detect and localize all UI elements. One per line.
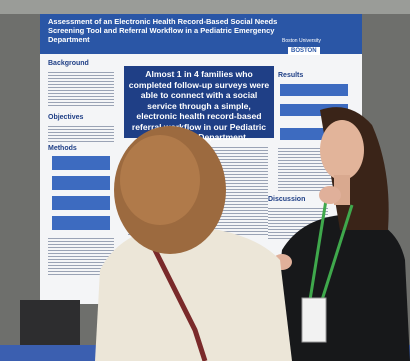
- method-box: [52, 176, 110, 190]
- institution: Boston University: [282, 38, 321, 44]
- method-box: [52, 216, 110, 230]
- background-person: [20, 300, 80, 345]
- ceiling: [0, 0, 410, 14]
- person-right-top: [270, 215, 410, 361]
- text-block: [48, 124, 114, 142]
- person-left-jacket: [95, 225, 292, 361]
- method-box: [52, 156, 110, 170]
- lanyard: [308, 199, 354, 301]
- hair-highlight: [120, 135, 200, 225]
- hand: [319, 186, 341, 204]
- poster-title: Assessment of an Electronic Health Recor…: [48, 17, 278, 44]
- text-block: [48, 70, 114, 108]
- section-heading: Results: [278, 72, 304, 79]
- person-right-face: [320, 120, 364, 180]
- result-box: [280, 84, 348, 96]
- section-heading: Discussion: [268, 196, 306, 203]
- section-heading: Background: [48, 60, 89, 67]
- section-heading: Methods: [48, 145, 77, 152]
- bag-strap: [147, 238, 208, 361]
- badge: [301, 297, 327, 343]
- section-heading: Objectives: [48, 114, 84, 121]
- logo: BOSTON: [288, 47, 320, 55]
- method-box: [52, 196, 110, 210]
